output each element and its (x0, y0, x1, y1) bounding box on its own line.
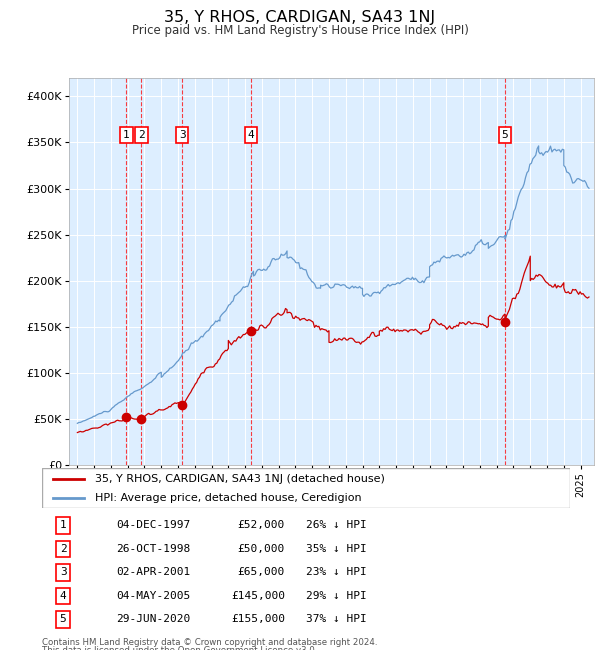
Text: 37% ↓ HPI: 37% ↓ HPI (306, 614, 367, 624)
Text: 3: 3 (60, 567, 67, 577)
Text: 02-APR-2001: 02-APR-2001 (116, 567, 190, 577)
Text: 04-MAY-2005: 04-MAY-2005 (116, 591, 190, 601)
Text: This data is licensed under the Open Government Licence v3.0.: This data is licensed under the Open Gov… (42, 646, 317, 650)
Text: 4: 4 (60, 591, 67, 601)
Text: £52,000: £52,000 (238, 521, 285, 530)
Text: £145,000: £145,000 (231, 591, 285, 601)
Text: 2: 2 (138, 130, 145, 140)
Text: 35% ↓ HPI: 35% ↓ HPI (306, 544, 367, 554)
Text: £155,000: £155,000 (231, 614, 285, 624)
Text: 4: 4 (247, 130, 254, 140)
Text: 23% ↓ HPI: 23% ↓ HPI (306, 567, 367, 577)
Text: 3: 3 (179, 130, 185, 140)
Text: £65,000: £65,000 (238, 567, 285, 577)
Text: 29-JUN-2020: 29-JUN-2020 (116, 614, 190, 624)
Text: £50,000: £50,000 (238, 544, 285, 554)
Text: HPI: Average price, detached house, Ceredigion: HPI: Average price, detached house, Cere… (95, 493, 361, 503)
Text: 1: 1 (60, 521, 67, 530)
Text: 5: 5 (502, 130, 508, 140)
Text: 5: 5 (60, 614, 67, 624)
Text: 26% ↓ HPI: 26% ↓ HPI (306, 521, 367, 530)
Text: 29% ↓ HPI: 29% ↓ HPI (306, 591, 367, 601)
Text: 26-OCT-1998: 26-OCT-1998 (116, 544, 190, 554)
Text: Contains HM Land Registry data © Crown copyright and database right 2024.: Contains HM Land Registry data © Crown c… (42, 638, 377, 647)
Text: Price paid vs. HM Land Registry's House Price Index (HPI): Price paid vs. HM Land Registry's House … (131, 24, 469, 37)
Text: 2: 2 (60, 544, 67, 554)
Text: 1: 1 (123, 130, 130, 140)
Text: 04-DEC-1997: 04-DEC-1997 (116, 521, 190, 530)
Text: 35, Y RHOS, CARDIGAN, SA43 1NJ: 35, Y RHOS, CARDIGAN, SA43 1NJ (164, 10, 436, 25)
FancyBboxPatch shape (42, 468, 570, 508)
Text: 35, Y RHOS, CARDIGAN, SA43 1NJ (detached house): 35, Y RHOS, CARDIGAN, SA43 1NJ (detached… (95, 474, 385, 484)
